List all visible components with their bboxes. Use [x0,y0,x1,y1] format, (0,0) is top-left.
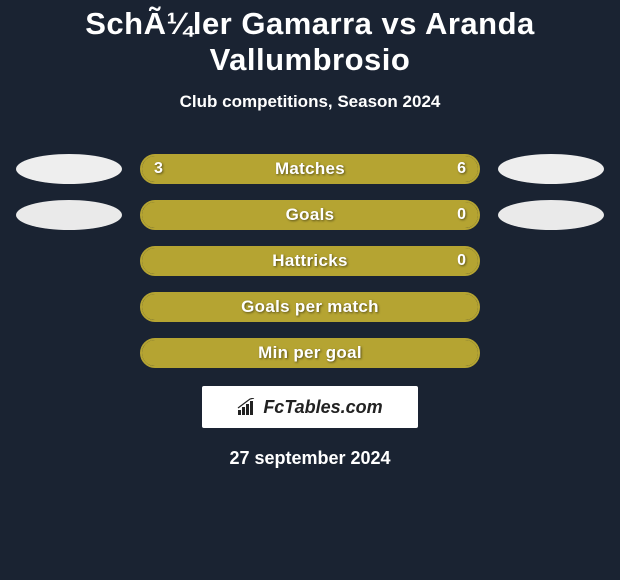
avatar-spacer [498,292,604,322]
subtitle: Club competitions, Season 2024 [0,92,620,112]
bar-chart-icon [237,398,259,416]
player-right-avatar [498,154,604,184]
logo-box[interactable]: FcTables.com [202,386,418,428]
avatar-spacer [16,338,122,368]
avatar-spacer [498,246,604,276]
stat-row: 0Goals [0,200,620,230]
comparison-card: SchÃ¼ler Gamarra vs Aranda Vallumbrosio … [0,0,620,469]
page-title: SchÃ¼ler Gamarra vs Aranda Vallumbrosio [0,6,620,78]
stat-label: Goals per match [142,294,478,320]
stat-row: Goals per match [0,292,620,322]
stat-label: Min per goal [142,340,478,366]
avatar-spacer [16,292,122,322]
logo: FcTables.com [237,397,382,418]
stat-bar: 0Goals [140,200,480,230]
stat-row: 36Matches [0,154,620,184]
stat-bar: 36Matches [140,154,480,184]
player-right-avatar [498,200,604,230]
stat-bar: 0Hattricks [140,246,480,276]
avatar-spacer [16,246,122,276]
stat-row: 0Hattricks [0,246,620,276]
stat-bar: Goals per match [140,292,480,322]
stat-label: Hattricks [142,248,478,274]
avatar-spacer [498,338,604,368]
player-left-avatar [16,154,122,184]
logo-text: FcTables.com [263,397,382,418]
stat-row: Min per goal [0,338,620,368]
stat-label: Goals [142,202,478,228]
date: 27 september 2024 [0,448,620,469]
stat-label: Matches [142,156,478,182]
stat-rows: 36Matches 0Goals 0Hattricks Goals per match… [0,154,620,368]
stat-bar: Min per goal [140,338,480,368]
player-left-avatar [16,200,122,230]
